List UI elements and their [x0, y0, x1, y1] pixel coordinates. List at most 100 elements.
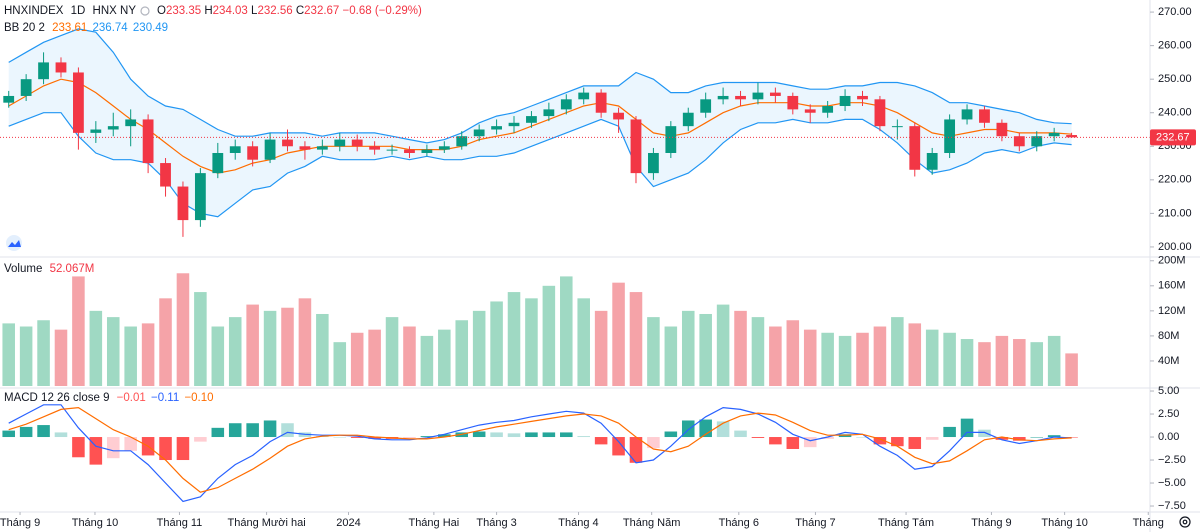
y-tick-label: 250.00 [1158, 73, 1192, 85]
x-tick-label: Tháng 9 [971, 517, 1011, 529]
interval[interactable]: 1D [71, 5, 86, 17]
candle-body [491, 126, 502, 130]
candle-body [194, 173, 206, 221]
volume-bar [891, 317, 904, 386]
volume-bar [873, 326, 887, 386]
volume-bar [525, 298, 538, 386]
histogram-bar [995, 437, 1009, 440]
y-tick-label: −2.50 [1158, 454, 1186, 466]
candle-body [700, 99, 712, 113]
x-tick-label: Tháng [1133, 517, 1164, 529]
histogram-bar [612, 437, 625, 456]
volume-bar [141, 323, 155, 386]
candle-body [125, 119, 137, 127]
ohlc-value: 232.67 [304, 5, 339, 17]
ohlc-label: O [157, 5, 166, 17]
y-tick-label: 120M [1158, 305, 1186, 317]
candle-body [891, 126, 903, 128]
candle-body [386, 149, 398, 151]
volume-bar [594, 310, 608, 386]
candle-body [1031, 136, 1043, 147]
candle-body [316, 146, 328, 150]
volume-bar [159, 298, 172, 386]
volume-bar [54, 329, 68, 386]
candle-body [421, 149, 433, 153]
ohlc-value: 234.03 [213, 5, 248, 17]
settings-button[interactable] [1179, 516, 1191, 528]
volume-bar [507, 292, 521, 386]
volume-bar [72, 276, 85, 386]
candle-body [839, 95, 851, 107]
candle-body [595, 92, 607, 113]
y-tick-label: 0.00 [1158, 431, 1179, 443]
histogram-bar [542, 432, 556, 438]
histogram-bar [420, 436, 434, 438]
volume-bar [681, 310, 695, 386]
x-tick-label: Tháng 10 [1041, 517, 1087, 529]
histogram-bar [1047, 435, 1061, 438]
histogram-bar [803, 437, 817, 448]
candle-body [160, 163, 171, 187]
histogram-bar [19, 426, 33, 438]
volume-bar [908, 323, 922, 386]
status-dot [140, 6, 150, 16]
x-tick-label: Tháng Hai [408, 517, 459, 529]
ohlc-label: L [251, 5, 258, 17]
candle-body [1048, 132, 1060, 137]
candle-body [299, 146, 311, 150]
volume-bar [194, 292, 207, 386]
histogram-bar [350, 437, 364, 438]
histogram-bar [925, 437, 939, 440]
candle-body [630, 119, 642, 174]
histogram-bar [490, 432, 503, 438]
candle-body [212, 152, 224, 174]
candle-body [20, 79, 32, 96]
candle-body [857, 95, 868, 100]
histogram-bar [89, 437, 103, 465]
logo[interactable] [6, 235, 22, 251]
histogram-bar [228, 423, 242, 438]
bb-name: BB 20 2 [4, 22, 45, 34]
volume-bar [472, 310, 486, 386]
volume-bar [490, 301, 503, 386]
candle-body [735, 95, 746, 100]
volume-legend[interactable]: Volume 52.067M [4, 263, 94, 275]
ohlc-value: 232.56 [257, 5, 292, 17]
histogram-bar [333, 437, 347, 438]
volume-bar [1047, 335, 1061, 386]
volume-bar [925, 329, 939, 386]
histogram-bar [106, 437, 120, 459]
histogram-bar [54, 432, 68, 438]
candle-body [944, 119, 956, 153]
histogram-bar [734, 430, 747, 438]
volume-bar [455, 320, 469, 386]
candle-body [613, 112, 624, 120]
symbol[interactable]: HNXINDEX [4, 5, 64, 17]
ohlc-value: 233.35 [166, 5, 201, 17]
volume-bar [1030, 342, 1044, 386]
volume-bar [612, 282, 625, 386]
volume-bar [420, 335, 434, 386]
y-tick-label: 220.00 [1158, 174, 1192, 186]
volume-bar [821, 332, 834, 386]
change: −0.68 (−0.29%) [343, 5, 422, 17]
volume-bar [124, 326, 137, 386]
candle-body [177, 186, 189, 221]
macd-legend[interactable]: MACD 12 26 close 9 −0.01 −0.11 −0.10 [4, 392, 214, 404]
x-tick-label: Tháng 9 [0, 517, 40, 529]
histogram-bar [751, 437, 765, 438]
x-tick-label: 2024 [336, 517, 360, 529]
candle-body [90, 129, 102, 133]
histogram-bar [960, 418, 974, 438]
y-tick-label: 2.50 [1158, 408, 1179, 420]
volume-bar [438, 329, 451, 386]
candle-body [682, 112, 694, 127]
x-tick-label: Tháng 11 [157, 517, 203, 529]
histogram-bar [124, 437, 137, 451]
x-tick-label: Tháng 10 [72, 517, 118, 529]
bb-legend[interactable]: BB 20 2 233.61 236.74 230.49 [4, 22, 168, 34]
histogram-bar [525, 432, 538, 438]
volume-bar [333, 342, 347, 386]
histogram-bar [873, 437, 887, 445]
